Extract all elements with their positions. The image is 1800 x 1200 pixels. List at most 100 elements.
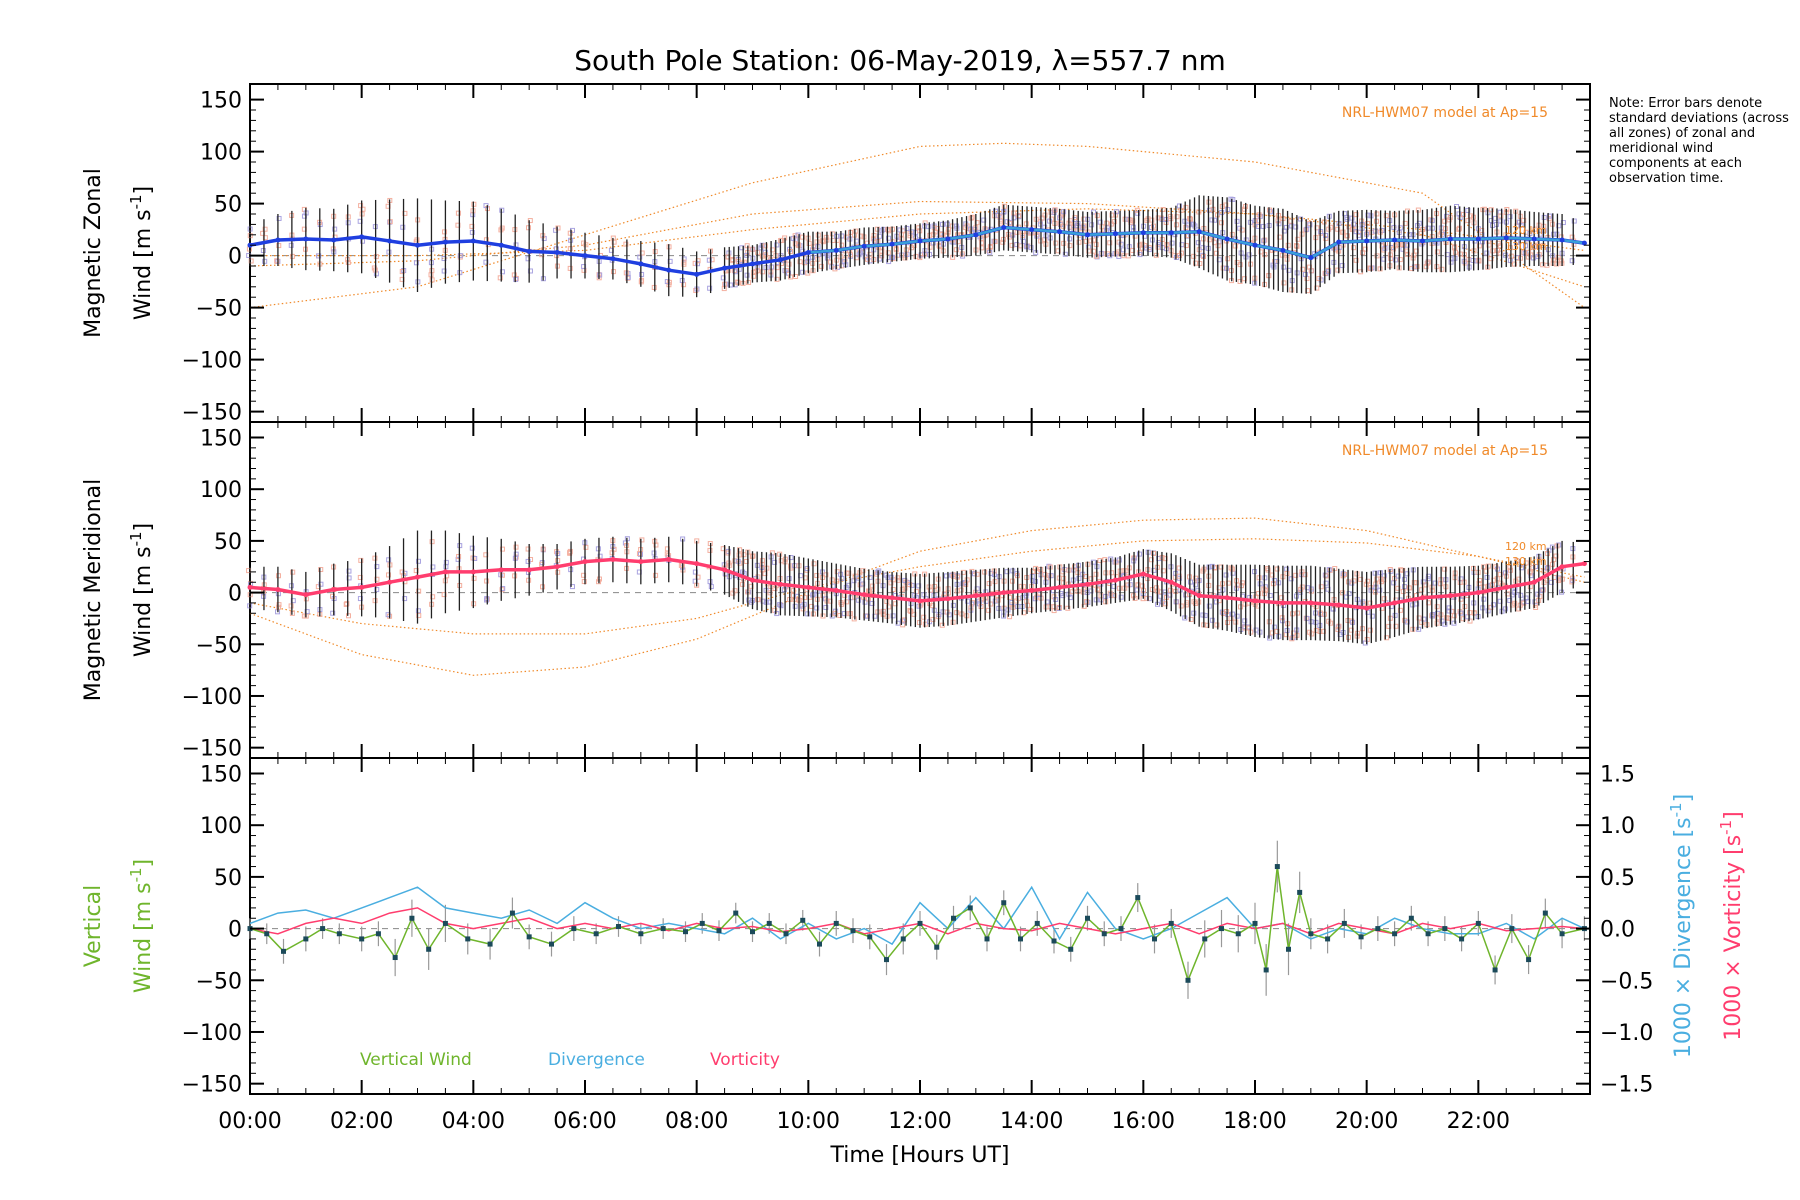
meridional-zone-point xyxy=(1090,559,1096,565)
meridional-wind-point xyxy=(917,598,923,604)
zonal-zone-point xyxy=(499,269,505,275)
meridional-zone-point xyxy=(1048,573,1054,579)
meridional-zone-point xyxy=(1218,564,1224,570)
meridional-zone-point xyxy=(415,558,421,564)
x-tick-label: 08:00 xyxy=(665,1109,728,1134)
zonal-wind-point xyxy=(275,237,281,243)
x-tick-label: 18:00 xyxy=(1223,1109,1286,1134)
meridional-zone-point xyxy=(1060,580,1066,586)
vertical-ytick-label: −150 xyxy=(182,1073,242,1098)
meridional-zone-point xyxy=(795,597,801,603)
meridional-zone-point xyxy=(886,604,892,610)
zonal-wind-point xyxy=(1196,229,1202,235)
meridional-zone-point xyxy=(1200,612,1206,618)
zonal-zone-point xyxy=(1514,240,1520,246)
zonal-zone-point xyxy=(1209,217,1215,223)
meridional-zone-point xyxy=(346,613,352,619)
zonal-zone-point xyxy=(400,224,406,230)
meridional-zone-point xyxy=(1523,560,1529,566)
meridional-wind-point xyxy=(750,577,755,583)
meridional-zone-point xyxy=(692,569,698,575)
zonal-zone-point xyxy=(1484,250,1490,256)
zonal-wind-point xyxy=(1308,255,1314,261)
meridional-zone-point xyxy=(1434,604,1440,610)
vertical-wind-point xyxy=(934,944,940,950)
meridional-zone-point xyxy=(1274,566,1280,572)
zonal-zone-point xyxy=(1397,257,1403,263)
meridional-wind-point xyxy=(722,567,728,573)
meridional-zone-point xyxy=(1432,580,1438,586)
zonal-zone-point xyxy=(1498,213,1504,219)
zonal-zone-point xyxy=(1326,269,1332,275)
meridional-zone-point xyxy=(839,575,845,581)
vertical-wind-point xyxy=(359,936,365,942)
meridional-zone-point xyxy=(895,575,901,581)
legend-vorticity: Vorticity xyxy=(710,1050,780,1070)
vertical-wind-point xyxy=(1185,977,1191,983)
meridional-zone-point xyxy=(1102,557,1108,563)
meridional-zone-point xyxy=(788,555,794,561)
zonal-zone-point xyxy=(935,226,941,232)
vertical-wind-point xyxy=(900,936,906,942)
zonal-zone-point xyxy=(1503,252,1509,258)
zonal-wind-point xyxy=(722,265,728,271)
meridional-zone-point xyxy=(1485,563,1491,569)
meridional-zone-point xyxy=(1267,635,1273,641)
meridional-zone-point xyxy=(1151,567,1157,573)
meridional-zone-point xyxy=(1176,573,1182,579)
vertical-ytick-label: 100 xyxy=(200,814,242,839)
zonal-zone-point xyxy=(1158,215,1164,221)
zonal-zone-point xyxy=(1220,265,1226,271)
zonal-zone-point xyxy=(879,228,885,234)
meridional-wind-point xyxy=(1001,590,1007,596)
meridional-zone-point xyxy=(805,611,811,617)
vertical-wind-point xyxy=(264,931,270,937)
vertical-y2tick-label: −0.5 xyxy=(1600,969,1653,994)
zonal-zone-point xyxy=(1197,261,1203,267)
meridional-zone-point xyxy=(1386,623,1392,629)
meridional-wind-point xyxy=(610,557,616,563)
meridional-zone-point xyxy=(1429,613,1435,619)
zonal-zone-point xyxy=(1465,218,1471,224)
meridional-wind-point xyxy=(1057,584,1063,590)
zonal-zone-point xyxy=(693,287,699,293)
zonal-zone-point xyxy=(1465,207,1471,213)
vertical-ylabel-unit: Wind [m s xyxy=(131,882,156,993)
zonal-zone-point xyxy=(839,233,845,239)
meridional-wind-point xyxy=(331,586,337,592)
zonal-zone-point xyxy=(974,220,980,226)
meridional-zone-point xyxy=(1239,580,1245,586)
vertical-wind-point xyxy=(1018,936,1023,942)
zonal-wind-point xyxy=(750,261,755,267)
zonal-ylabel-line2: Wind [m s-1] xyxy=(127,186,156,320)
meridional-zone-point xyxy=(374,587,380,593)
zonal-zone-point xyxy=(1177,252,1183,258)
zonal-zone-point xyxy=(1551,231,1557,237)
zonal-wind-point xyxy=(498,242,504,248)
zonal-wind-point xyxy=(1029,227,1035,233)
x-tick-label: 22:00 xyxy=(1447,1109,1510,1134)
zonal-zone-point xyxy=(793,273,799,279)
zonal-zone-point xyxy=(879,248,885,254)
meridional-zone-point xyxy=(1548,579,1554,585)
meridional-zone-point xyxy=(1206,603,1212,609)
meridional-zone-point xyxy=(983,598,989,604)
meridional-zone-point xyxy=(1435,615,1441,621)
zonal-zone-point xyxy=(1009,242,1015,248)
zonal-wind-point xyxy=(1140,230,1146,236)
zonal-zone-point xyxy=(992,239,998,245)
meridional-zone-point xyxy=(1323,580,1329,586)
zonal-zone-point xyxy=(795,242,801,248)
vertical-wind-point xyxy=(1274,864,1280,870)
vertical-wind-point xyxy=(800,917,806,923)
zonal-zone-point xyxy=(1544,262,1550,268)
meridional-ytick-label: −150 xyxy=(182,737,242,762)
zonal-zone-point xyxy=(360,206,366,212)
meridional-ytick-label: −50 xyxy=(196,633,242,658)
zonal-model-curve-2 xyxy=(250,208,1585,257)
zonal-zone-point xyxy=(1286,267,1292,273)
meridional-zone-point xyxy=(1358,600,1364,606)
vertical-wind-point xyxy=(303,936,309,942)
vertical-wind-point xyxy=(638,931,644,937)
vertical-ytick-label: 50 xyxy=(214,866,242,891)
